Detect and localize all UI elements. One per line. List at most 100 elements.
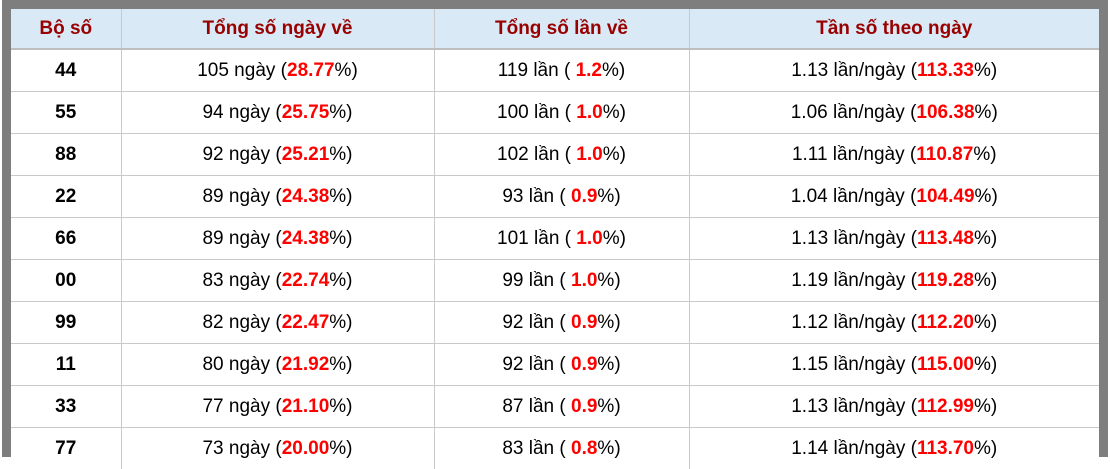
stats-table-frame: Bộ số Tổng số ngày về Tổng số lần về Tần…	[2, 0, 1108, 457]
days-suffix: %)	[329, 354, 352, 375]
times-text: 102 lần (	[497, 144, 576, 165]
table-row: 00 83 ngày (22.74%) 99 lần ( 1.0%) 1.19 …	[11, 260, 1099, 302]
frequency-percent: 104.49	[916, 186, 974, 207]
table-header: Bộ số Tổng số ngày về Tổng số lần về Tần…	[11, 9, 1099, 49]
pair-cell: 00	[11, 260, 121, 302]
frequency-text: 1.04 lần/ngày (	[791, 186, 917, 207]
times-text: 93 lần (	[502, 186, 571, 207]
frequency-suffix: %)	[974, 438, 997, 459]
frequency-text: 1.13 lần/ngày (	[791, 396, 917, 417]
pair-cell: 11	[11, 344, 121, 386]
days-suffix: %)	[329, 102, 352, 123]
frequency-percent: 113.48	[917, 228, 974, 249]
lottery-pair-stats-table: Bộ số Tổng số ngày về Tổng số lần về Tần…	[11, 9, 1099, 469]
frequency-cell: 1.04 lần/ngày (104.49%)	[689, 176, 1099, 218]
frequency-percent: 113.33	[917, 60, 974, 81]
days-suffix: %)	[329, 438, 352, 459]
table-row: 77 73 ngày (20.00%) 83 lần ( 0.8%) 1.14 …	[11, 428, 1099, 469]
frequency-suffix: %)	[975, 186, 998, 207]
times-suffix: %)	[597, 186, 620, 207]
days-suffix: %)	[329, 186, 352, 207]
days-cell: 83 ngày (22.74%)	[121, 260, 434, 302]
frequency-percent: 110.87	[916, 144, 973, 165]
pair-cell: 33	[11, 386, 121, 428]
frequency-suffix: %)	[974, 354, 997, 375]
times-cell: 92 lần ( 0.9%)	[434, 302, 689, 344]
days-suffix: %)	[335, 60, 358, 81]
days-cell: 89 ngày (24.38%)	[121, 218, 434, 260]
times-percent: 1.0	[576, 228, 602, 249]
frequency-percent: 119.28	[917, 270, 974, 291]
days-text: 77 ngày (	[202, 396, 281, 417]
times-percent: 0.9	[571, 186, 597, 207]
times-suffix: %)	[603, 228, 626, 249]
frequency-suffix: %)	[974, 60, 997, 81]
frequency-cell: 1.13 lần/ngày (113.48%)	[689, 218, 1099, 260]
days-cell: 94 ngày (25.75%)	[121, 92, 434, 134]
frequency-text: 1.13 lần/ngày (	[791, 60, 917, 81]
times-percent: 0.8	[571, 438, 597, 459]
header-frequency-per-day: Tần số theo ngày	[689, 9, 1099, 49]
days-text: 83 ngày (	[202, 270, 281, 291]
times-text: 99 lần (	[502, 270, 571, 291]
times-percent: 0.9	[571, 396, 597, 417]
frequency-cell: 1.12 lần/ngày (112.20%)	[689, 302, 1099, 344]
days-percent: 25.21	[282, 144, 330, 165]
times-percent: 1.0	[571, 270, 597, 291]
frequency-suffix: %)	[973, 144, 996, 165]
times-percent: 0.9	[571, 354, 597, 375]
frequency-text: 1.14 lần/ngày (	[791, 438, 917, 459]
days-percent: 25.75	[282, 102, 330, 123]
frequency-cell: 1.13 lần/ngày (113.33%)	[689, 49, 1099, 92]
times-percent: 1.0	[576, 144, 602, 165]
days-text: 92 ngày (	[202, 144, 281, 165]
days-percent: 21.92	[282, 354, 330, 375]
frequency-text: 1.12 lần/ngày (	[791, 312, 917, 333]
pair-cell: 55	[11, 92, 121, 134]
days-text: 80 ngày (	[202, 354, 281, 375]
times-suffix: %)	[597, 438, 620, 459]
table-body: 44 105 ngày (28.77%) 119 lần ( 1.2%) 1.1…	[11, 49, 1099, 469]
days-percent: 21.10	[282, 396, 330, 417]
pair-cell: 77	[11, 428, 121, 469]
frequency-cell: 1.14 lần/ngày (113.70%)	[689, 428, 1099, 469]
times-cell: 92 lần ( 0.9%)	[434, 344, 689, 386]
frequency-percent: 106.38	[916, 102, 974, 123]
table-row: 33 77 ngày (21.10%) 87 lần ( 0.9%) 1.13 …	[11, 386, 1099, 428]
times-text: 119 lần (	[498, 60, 576, 81]
frequency-text: 1.19 lần/ngày (	[791, 270, 917, 291]
days-cell: 73 ngày (20.00%)	[121, 428, 434, 469]
times-text: 83 lần (	[502, 438, 571, 459]
times-percent: 1.2	[576, 60, 602, 81]
days-text: 73 ngày (	[202, 438, 281, 459]
days-suffix: %)	[329, 312, 352, 333]
times-suffix: %)	[597, 312, 620, 333]
pair-cell: 44	[11, 49, 121, 92]
times-cell: 100 lần ( 1.0%)	[434, 92, 689, 134]
frequency-percent: 113.70	[917, 438, 974, 459]
frequency-text: 1.11 lần/ngày (	[792, 144, 916, 165]
times-suffix: %)	[597, 270, 620, 291]
times-cell: 102 lần ( 1.0%)	[434, 134, 689, 176]
days-text: 94 ngày (	[202, 102, 281, 123]
times-text: 100 lần (	[497, 102, 576, 123]
header-row: Bộ số Tổng số ngày về Tổng số lần về Tần…	[11, 9, 1099, 49]
days-suffix: %)	[329, 228, 352, 249]
frequency-suffix: %)	[974, 396, 997, 417]
table-row: 55 94 ngày (25.75%) 100 lần ( 1.0%) 1.06…	[11, 92, 1099, 134]
days-percent: 24.38	[282, 186, 330, 207]
days-text: 89 ngày (	[202, 186, 281, 207]
frequency-suffix: %)	[974, 228, 997, 249]
days-suffix: %)	[329, 396, 352, 417]
times-cell: 93 lần ( 0.9%)	[434, 176, 689, 218]
days-percent: 22.47	[282, 312, 330, 333]
frequency-percent: 112.20	[917, 312, 974, 333]
header-pair: Bộ số	[11, 9, 121, 49]
header-total-days: Tổng số ngày về	[121, 9, 434, 49]
table-row: 99 82 ngày (22.47%) 92 lần ( 0.9%) 1.12 …	[11, 302, 1099, 344]
days-cell: 92 ngày (25.21%)	[121, 134, 434, 176]
header-total-times: Tổng số lần về	[434, 9, 689, 49]
frequency-percent: 115.00	[917, 354, 974, 375]
times-cell: 101 lần ( 1.0%)	[434, 218, 689, 260]
days-cell: 77 ngày (21.10%)	[121, 386, 434, 428]
